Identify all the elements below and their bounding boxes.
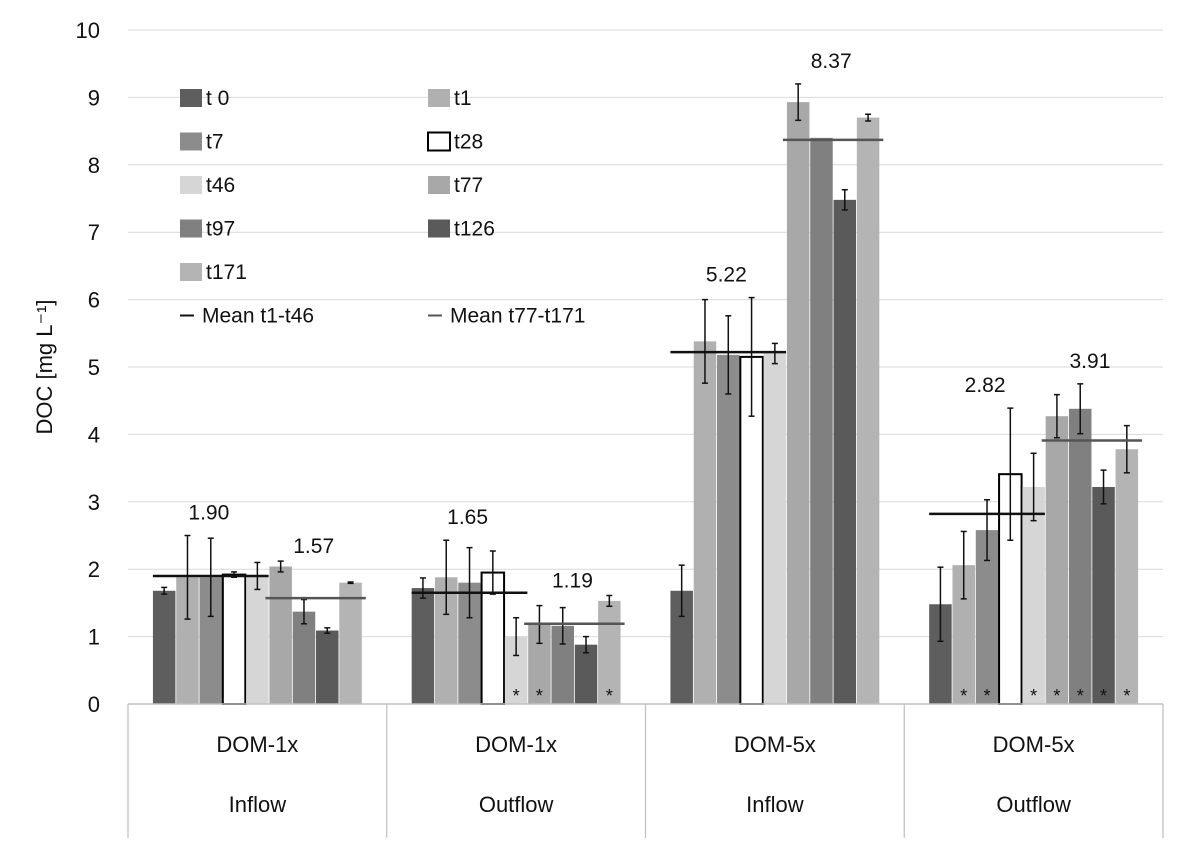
bar xyxy=(411,588,435,704)
bar xyxy=(528,624,551,704)
bar xyxy=(504,636,528,704)
y-tick-label: 0 xyxy=(88,692,100,717)
significance-asterisk: * xyxy=(606,686,613,706)
bar xyxy=(856,117,880,705)
significance-asterisk: * xyxy=(984,686,991,706)
bar xyxy=(833,199,857,704)
mean-label-t1-t46: 1.65 xyxy=(447,506,488,529)
y-tick-label: 9 xyxy=(88,85,100,110)
legend-swatch xyxy=(180,263,202,281)
bars: * * * * * * * * * * xyxy=(152,83,1139,706)
bar xyxy=(1092,486,1115,704)
category-sublabel: Outflow xyxy=(996,792,1071,817)
bar xyxy=(1022,486,1045,704)
bar xyxy=(810,137,833,705)
y-tick-label: 6 xyxy=(88,288,100,313)
x-axis-table: DOM-1x Inflow DOM-1x Outflow DOM-5x Inflow DOM… xyxy=(127,703,1164,838)
significance-asterisk: * xyxy=(536,686,543,706)
bar xyxy=(929,604,952,704)
significance-asterisk: * xyxy=(1100,686,1107,706)
bar xyxy=(221,573,247,705)
mean-label-t1-t46: 1.90 xyxy=(188,502,229,525)
bar xyxy=(434,577,458,704)
bar xyxy=(1045,416,1069,704)
legend: t 0 t1 t7 t28 t46 t77 t97 t126 t171 Mean t1-t46 Me… xyxy=(180,87,585,328)
legend-label: Mean t77-t171 xyxy=(450,305,585,328)
category-label: DOM-5x xyxy=(734,732,816,757)
legend-swatch xyxy=(428,89,450,107)
legend-label: t7 xyxy=(206,131,224,154)
mean-label-t77-t171: 1.57 xyxy=(293,535,334,558)
bar xyxy=(670,590,693,704)
bar xyxy=(763,353,787,704)
significance-asterisk: * xyxy=(1123,686,1130,706)
category-label: DOM-1x xyxy=(216,732,298,757)
bar xyxy=(246,575,269,704)
legend-swatch xyxy=(180,89,202,107)
y-tick-label: 1 xyxy=(88,625,100,650)
category-label: DOM-1x xyxy=(475,732,557,757)
mean-lines: 1.90 1.57 1.65 1.19 5.22 8.37 2.82 3.91 xyxy=(152,50,1143,626)
bar xyxy=(292,611,316,704)
bar xyxy=(551,625,574,704)
significance-asterisk: * xyxy=(513,686,520,706)
bar xyxy=(574,644,598,704)
legend-label: t171 xyxy=(206,261,247,284)
mean-label-t1-t46: 5.22 xyxy=(706,264,747,287)
legend-swatch xyxy=(428,219,450,238)
legend-label: Mean t1-t46 xyxy=(202,305,314,328)
mean-label-t77-t171: 8.37 xyxy=(811,50,852,73)
bar xyxy=(693,341,717,704)
legend-swatch xyxy=(180,132,202,151)
bar xyxy=(339,582,362,704)
y-tick-label: 10 xyxy=(76,18,100,43)
legend-label: t46 xyxy=(206,174,235,197)
mean-label-t77-t171: 1.19 xyxy=(552,569,593,592)
legend-label: t97 xyxy=(206,218,235,241)
y-tick-label: 7 xyxy=(88,220,100,245)
legend-swatch xyxy=(427,131,451,152)
bar xyxy=(1115,449,1139,704)
bar xyxy=(458,582,481,704)
bar xyxy=(316,630,339,704)
y-tick-label: 3 xyxy=(88,490,100,515)
legend-swatch xyxy=(180,219,202,238)
mean-label-t77-t171: 3.91 xyxy=(1070,350,1111,373)
bar xyxy=(152,590,176,704)
category-label: DOM-5x xyxy=(993,732,1075,757)
legend-label: t28 xyxy=(454,131,483,154)
mean-label-t1-t46: 2.82 xyxy=(965,374,1006,397)
y-axis-label: DOC [mg L⁻¹] xyxy=(32,299,57,434)
bar xyxy=(717,354,740,704)
bar xyxy=(176,577,199,704)
legend-label: t77 xyxy=(454,174,483,197)
gridlines xyxy=(128,29,1163,638)
legend-swatch xyxy=(180,176,202,194)
bar xyxy=(269,566,292,704)
significance-asterisk: * xyxy=(1077,686,1084,706)
legend-swatch xyxy=(428,176,450,194)
y-tick-label: 8 xyxy=(88,153,100,178)
y-tick-label: 5 xyxy=(88,355,100,380)
bar xyxy=(1068,408,1092,704)
significance-asterisk: * xyxy=(1030,686,1037,706)
y-axis-ticks: 0 1 2 3 4 5 6 7 8 9 10 xyxy=(76,18,100,717)
category-sublabel: Inflow xyxy=(746,792,804,817)
bar xyxy=(598,600,621,704)
bar xyxy=(199,577,223,704)
bar xyxy=(786,102,810,705)
category-sublabel: Outflow xyxy=(479,792,554,817)
legend-label: t 0 xyxy=(206,87,229,110)
legend-label: t126 xyxy=(454,218,495,241)
bar xyxy=(975,530,999,704)
y-tick-label: 4 xyxy=(88,422,100,447)
bar xyxy=(952,565,975,704)
significance-asterisk: * xyxy=(1053,686,1060,706)
legend-label: t1 xyxy=(454,87,472,110)
significance-asterisk: * xyxy=(960,686,967,706)
category-sublabel: Inflow xyxy=(229,792,287,817)
y-tick-label: 2 xyxy=(88,557,100,582)
